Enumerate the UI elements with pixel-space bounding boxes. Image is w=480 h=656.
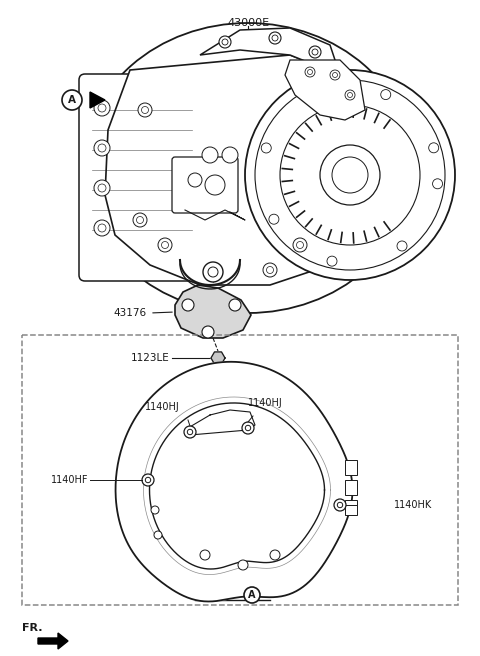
Polygon shape [105,55,395,285]
Circle shape [62,90,82,110]
Circle shape [381,90,391,100]
Circle shape [133,213,147,227]
Circle shape [269,32,281,44]
Circle shape [158,238,172,252]
Circle shape [293,238,307,252]
Circle shape [187,429,192,435]
Bar [345,460,357,475]
Bar [215,364,221,376]
FancyBboxPatch shape [172,157,238,213]
Circle shape [333,73,337,77]
Circle shape [397,241,407,251]
Circle shape [151,506,159,514]
Polygon shape [116,362,352,602]
Circle shape [263,263,277,277]
Text: 1123LE: 1123LE [131,353,170,363]
Text: FR.: FR. [22,623,43,633]
Circle shape [242,422,254,434]
Polygon shape [90,92,105,108]
Circle shape [94,140,110,156]
Circle shape [219,36,231,48]
Text: 1140HJ: 1140HJ [144,402,180,412]
Text: 1140HJ: 1140HJ [248,398,282,408]
Circle shape [222,39,228,45]
Circle shape [332,157,368,193]
Circle shape [98,184,106,192]
Polygon shape [38,633,68,649]
Circle shape [161,241,168,249]
Circle shape [272,35,278,41]
Circle shape [255,80,445,270]
Text: 1140HF: 1140HF [50,475,88,485]
Circle shape [297,241,303,249]
Circle shape [348,92,352,98]
Circle shape [330,70,340,80]
Circle shape [205,175,225,195]
Circle shape [309,46,321,58]
Circle shape [142,474,154,486]
Circle shape [94,180,110,196]
Circle shape [308,70,312,75]
Circle shape [320,145,380,205]
Polygon shape [200,28,340,75]
Circle shape [334,499,346,511]
Circle shape [238,560,248,570]
Bar [345,500,357,515]
Circle shape [202,147,218,163]
Circle shape [266,266,274,274]
Polygon shape [211,352,225,364]
Circle shape [142,106,148,113]
Circle shape [208,267,218,277]
Circle shape [280,105,420,245]
Circle shape [184,426,196,438]
FancyBboxPatch shape [79,74,206,281]
Text: 1140HK: 1140HK [394,500,432,510]
Text: 43000E: 43000E [227,18,269,28]
Circle shape [200,550,210,560]
Circle shape [432,179,443,189]
Circle shape [229,299,241,311]
Circle shape [269,215,279,224]
Polygon shape [175,285,251,338]
Circle shape [337,502,343,508]
Circle shape [188,173,202,187]
Circle shape [245,70,455,280]
Circle shape [309,90,319,100]
Text: VIEW: VIEW [204,588,238,602]
Circle shape [182,299,194,311]
Circle shape [312,49,318,55]
Circle shape [222,147,238,163]
Circle shape [244,587,260,603]
Bar [345,480,357,495]
Bar [22,335,458,605]
Circle shape [98,224,106,232]
Circle shape [245,425,251,431]
Polygon shape [285,60,365,120]
Circle shape [203,262,223,282]
Circle shape [261,143,271,153]
Circle shape [138,103,152,117]
Circle shape [270,550,280,560]
Circle shape [327,256,337,266]
Circle shape [98,144,106,152]
Circle shape [94,100,110,116]
Text: 43176: 43176 [114,308,147,318]
Text: A: A [248,590,256,600]
Circle shape [429,143,439,153]
Circle shape [202,326,214,338]
Polygon shape [149,403,324,569]
Circle shape [345,90,355,100]
Text: A: A [68,95,76,105]
Circle shape [305,67,315,77]
Circle shape [154,531,162,539]
Circle shape [136,216,144,224]
Circle shape [94,220,110,236]
Circle shape [98,104,106,112]
Ellipse shape [83,23,413,313]
Circle shape [145,478,151,483]
